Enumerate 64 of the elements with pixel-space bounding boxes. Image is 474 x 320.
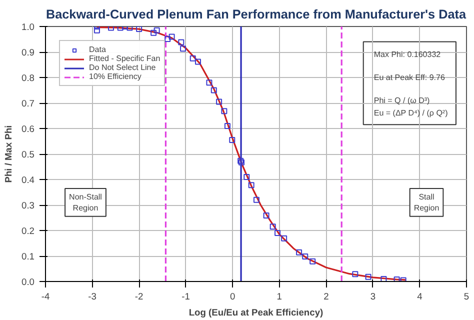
point xyxy=(380,276,387,282)
point xyxy=(352,271,358,278)
point xyxy=(302,254,308,260)
y-tick-label: 0.2 xyxy=(22,226,34,236)
y-tick-label: 0.1 xyxy=(22,252,34,262)
annotation: Phi = Q / (ω D³) xyxy=(374,96,430,105)
x-tick-label: 5 xyxy=(464,292,470,302)
point xyxy=(394,276,400,282)
legend-label: 10% Efficiency xyxy=(89,72,142,81)
point xyxy=(229,136,236,143)
point xyxy=(164,36,171,42)
annotation: Eu = (ΔP D⁴) / (ρ Q²) xyxy=(374,108,448,118)
legend-label: Fitted - Specific Fan xyxy=(89,54,160,63)
point xyxy=(210,87,217,94)
y-tick-label: 0.3 xyxy=(22,200,34,210)
x-tick-label: -4 xyxy=(41,292,50,302)
point xyxy=(248,182,254,188)
y-axis-title: Phi / Max Phi xyxy=(4,125,14,183)
point xyxy=(274,230,281,236)
x-tick-label: 1 xyxy=(276,292,282,302)
point xyxy=(310,258,316,264)
point xyxy=(190,55,196,62)
x-tick-label: -1 xyxy=(182,292,190,302)
point xyxy=(281,235,288,242)
y-tick-label: 0.9 xyxy=(22,48,34,58)
point xyxy=(244,174,250,180)
annotation: Eu at Peak Eff: 9.76 xyxy=(374,73,446,82)
x-tick-label: 2 xyxy=(324,292,329,302)
y-tick-label: 0.5 xyxy=(22,150,34,160)
x-tick-label: -2 xyxy=(134,292,144,302)
y-tick-label: 1.0 xyxy=(22,22,34,32)
y-tick-label: 0.8 xyxy=(22,73,34,83)
point xyxy=(221,108,228,114)
chart-title: Backward-Curved Plenum Fan Performance from Manufacturer's Data xyxy=(46,8,467,22)
point xyxy=(296,249,302,256)
x-tick-label: -3 xyxy=(88,292,96,302)
point xyxy=(150,30,157,36)
x-tick-label: 3 xyxy=(370,292,376,302)
point xyxy=(263,212,270,218)
point xyxy=(180,46,186,52)
x-tick-label: 0 xyxy=(230,292,236,302)
point xyxy=(168,34,175,40)
point xyxy=(270,224,276,230)
x-tick-label: 4 xyxy=(417,292,422,302)
annotation: Stall Region xyxy=(414,192,440,212)
point xyxy=(178,39,184,46)
point xyxy=(365,274,372,280)
y-tick-label: 0.0 xyxy=(22,277,34,287)
point xyxy=(224,122,230,129)
point xyxy=(194,58,201,65)
legend-label: Do Not Select Line xyxy=(89,63,156,72)
y-tick-label: 0.4 xyxy=(22,175,34,185)
point xyxy=(136,26,142,32)
x-axis-title: Log (Eu/Eu at Peak Efficiency) xyxy=(188,308,324,318)
point xyxy=(154,27,160,34)
point xyxy=(216,98,222,105)
point xyxy=(206,80,212,86)
point xyxy=(94,27,100,34)
y-tick-label: 0.7 xyxy=(22,98,34,108)
legend-label: Data xyxy=(89,45,107,54)
annotation: Non-Stall Region xyxy=(69,192,102,212)
y-tick-label: 0.6 xyxy=(22,124,34,134)
annotation: Max Phi: 0.160332 xyxy=(374,50,442,60)
point xyxy=(253,196,260,203)
